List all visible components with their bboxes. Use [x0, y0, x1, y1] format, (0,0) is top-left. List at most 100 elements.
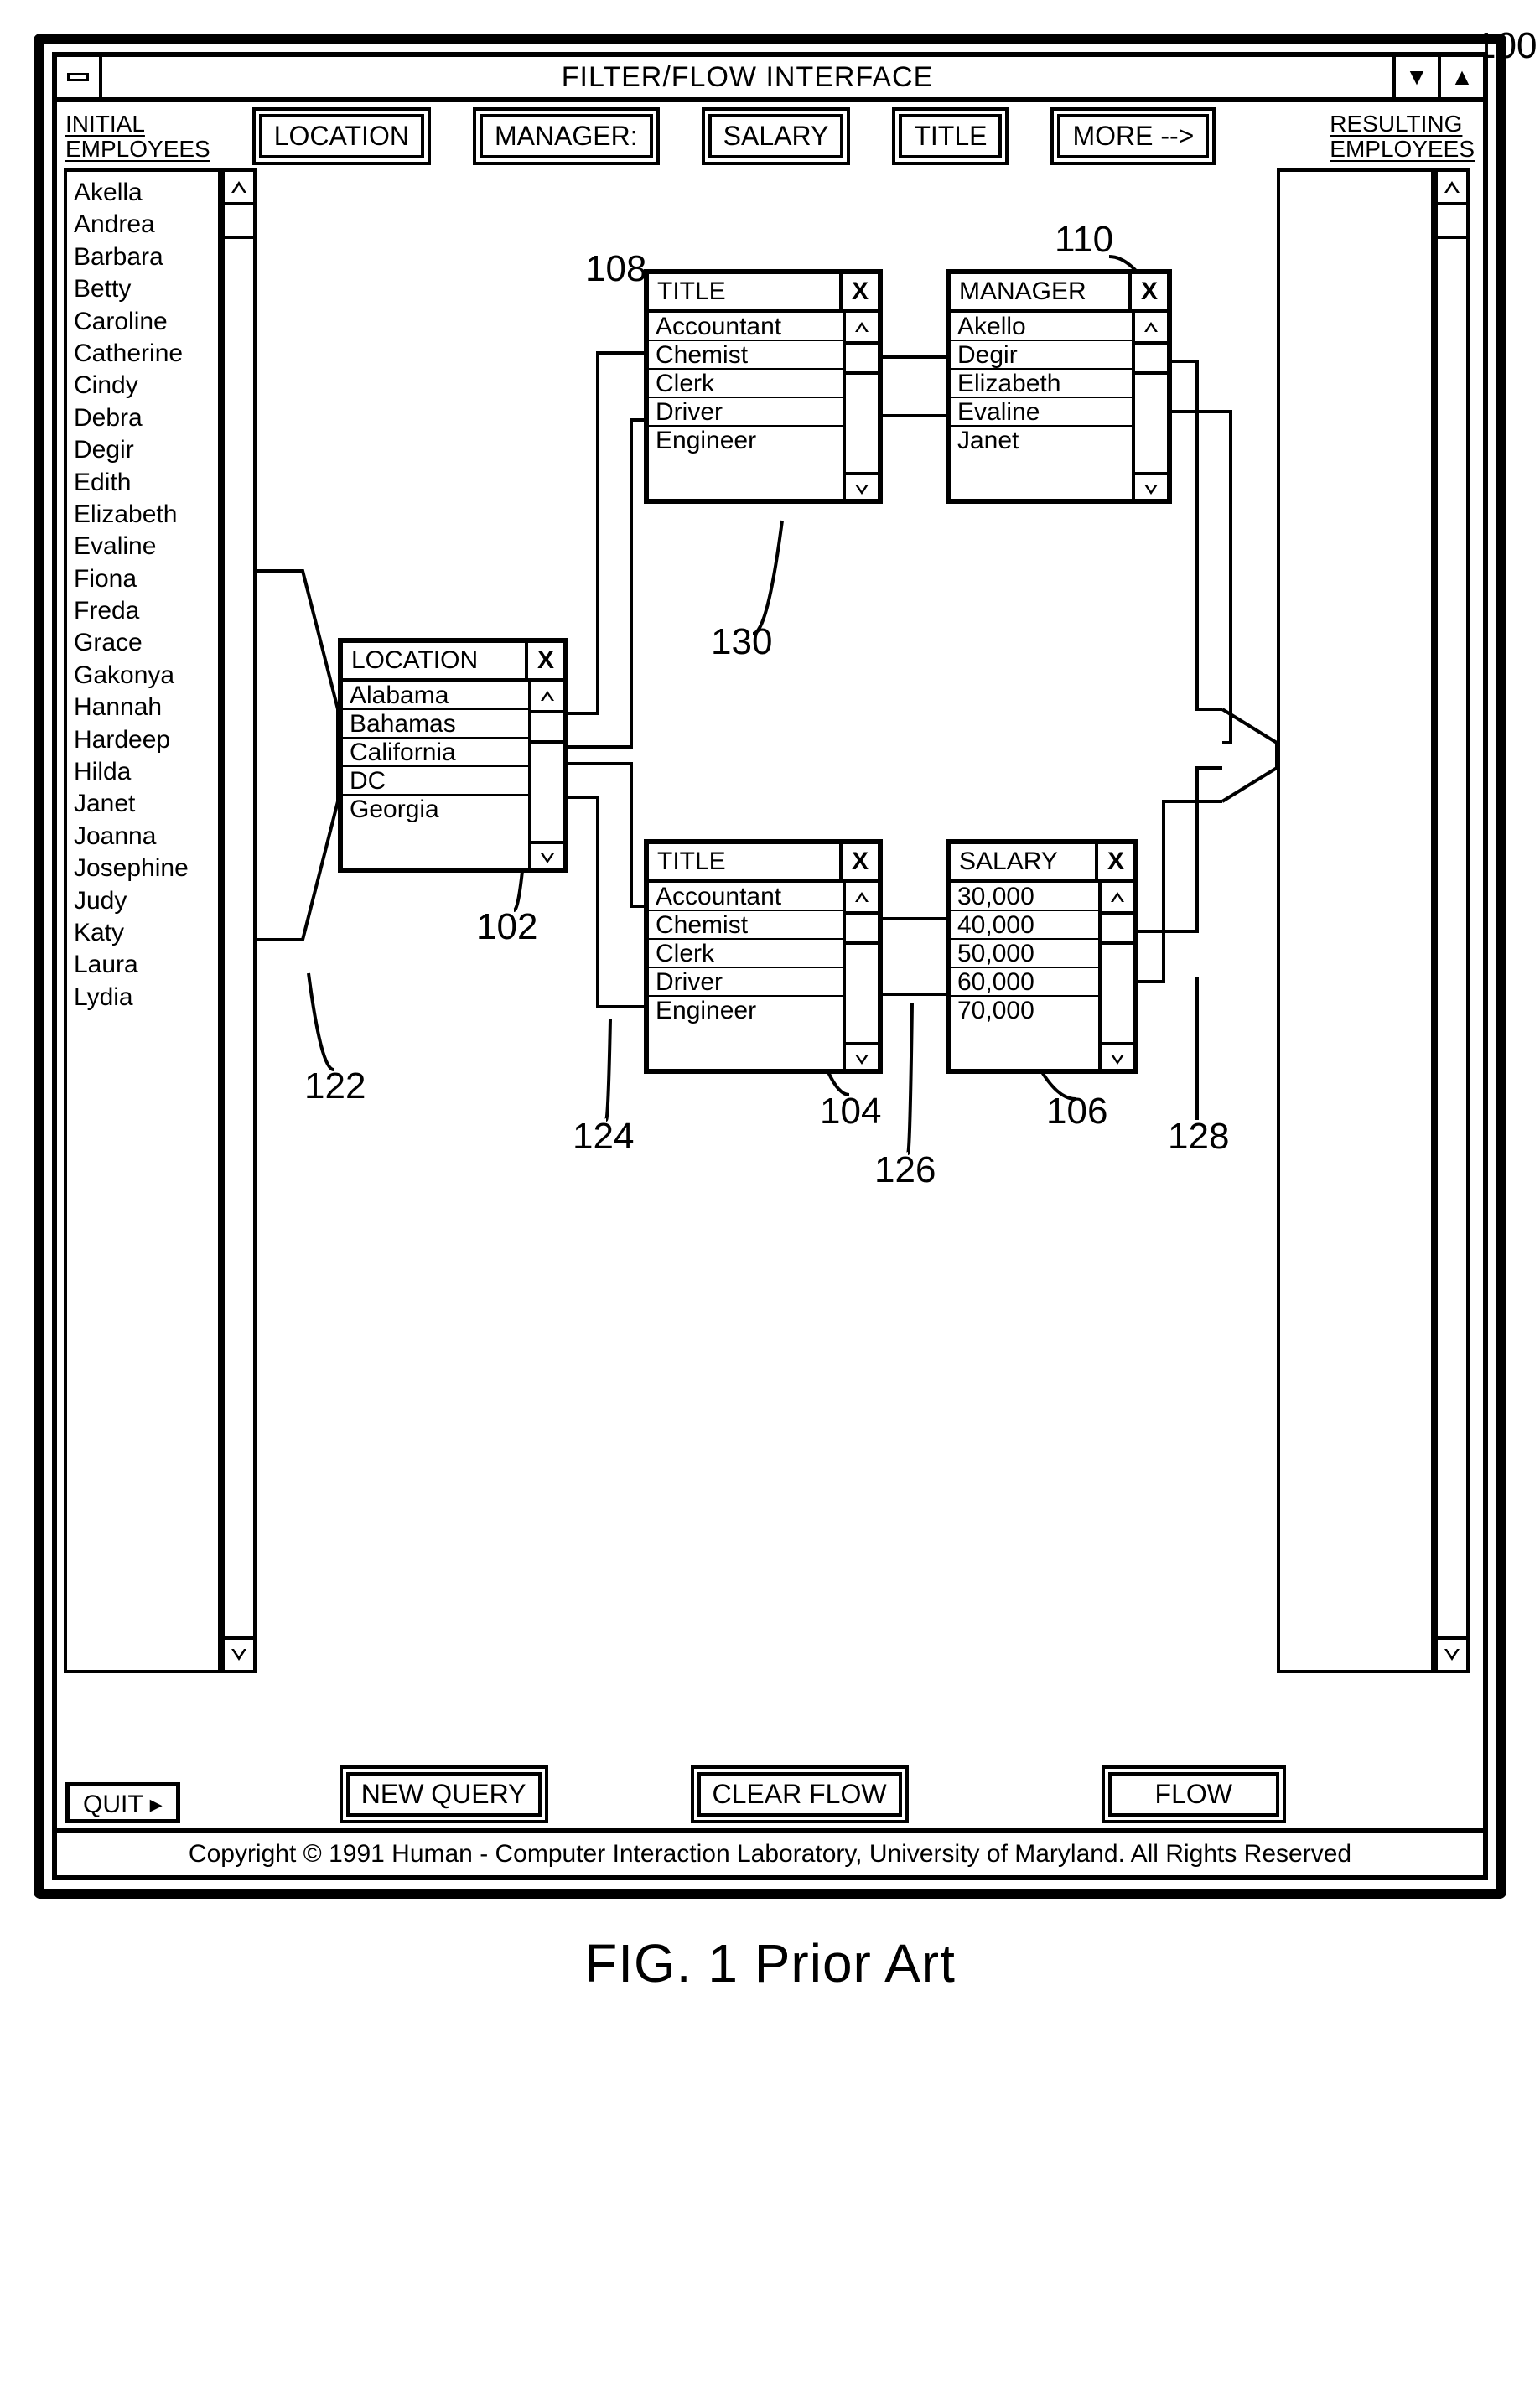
quit-button[interactable]: QUIT ▸	[65, 1782, 180, 1823]
filter-listbox[interactable]: AkelloDegirElizabethEvalineJanet	[951, 313, 1132, 504]
scroll-track[interactable]	[1438, 205, 1466, 1636]
filter-scrollbar[interactable]	[843, 883, 878, 1074]
scroll-thumb[interactable]	[225, 205, 253, 239]
employee-item[interactable]: Evaline	[74, 531, 211, 562]
scroll-thumb[interactable]	[1135, 345, 1167, 375]
employee-item[interactable]: Josephine	[74, 853, 211, 884]
scroll-thumb[interactable]	[1102, 915, 1133, 945]
filter-option[interactable]: Janet	[951, 425, 1132, 454]
employee-item[interactable]: Joanna	[74, 821, 211, 853]
scroll-up-icon[interactable]	[531, 682, 563, 713]
filter-option[interactable]: Akello	[951, 313, 1132, 340]
scroll-down-icon[interactable]	[1438, 1636, 1466, 1670]
scroll-thumb[interactable]	[846, 345, 878, 375]
employee-item[interactable]: Grace	[74, 627, 211, 659]
employee-item[interactable]: Debra	[74, 402, 211, 434]
location-button[interactable]: LOCATION	[252, 107, 431, 165]
scroll-down-icon[interactable]	[846, 472, 878, 504]
filter-option[interactable]: Alabama	[343, 682, 528, 708]
scroll-down-icon[interactable]	[1135, 472, 1167, 504]
filter-option[interactable]: Driver	[649, 397, 843, 425]
filter-option[interactable]: 50,000	[951, 938, 1098, 967]
employee-item[interactable]: Degir	[74, 434, 211, 466]
scroll-track[interactable]	[1102, 915, 1133, 1042]
filter-scrollbar[interactable]	[528, 682, 563, 873]
close-icon[interactable]: X	[528, 643, 563, 678]
employee-item[interactable]: Hilda	[74, 756, 211, 788]
employee-item[interactable]: Katy	[74, 917, 211, 949]
filter-scrollbar[interactable]	[1132, 313, 1167, 504]
employee-item[interactable]: Janet	[74, 788, 211, 820]
scroll-up-icon[interactable]	[1102, 883, 1133, 915]
scroll-thumb[interactable]	[1438, 205, 1466, 239]
scroll-track[interactable]	[531, 713, 563, 841]
employee-item[interactable]: Freda	[74, 595, 211, 627]
employee-item[interactable]: Elizabeth	[74, 499, 211, 531]
flow-button[interactable]: FLOW	[1102, 1765, 1286, 1823]
resulting-scrollbar[interactable]	[1434, 168, 1470, 1673]
employee-item[interactable]: Judy	[74, 885, 211, 917]
filter-option[interactable]: Engineer	[649, 995, 843, 1024]
filter-listbox[interactable]: AccountantChemistClerkDriverEngineer	[649, 313, 843, 504]
scroll-thumb[interactable]	[531, 713, 563, 744]
arrow-down-button[interactable]: ▼	[1396, 57, 1438, 97]
employee-item[interactable]: Laura	[74, 949, 211, 981]
employee-item[interactable]: Hannah	[74, 692, 211, 723]
scroll-down-icon[interactable]	[1102, 1042, 1133, 1074]
filter-option[interactable]: 30,000	[951, 883, 1098, 910]
more-button[interactable]: MORE -->	[1050, 107, 1216, 165]
title-button[interactable]: TITLE	[892, 107, 1009, 165]
employee-item[interactable]: Andrea	[74, 209, 211, 241]
filter-option[interactable]: Bahamas	[343, 708, 528, 737]
filter-option[interactable]: Chemist	[649, 340, 843, 368]
scroll-down-icon[interactable]	[531, 841, 563, 873]
employees-listbox[interactable]: AkellaAndreaBarbaraBettyCarolineCatherin…	[64, 168, 221, 1673]
close-icon[interactable]: X	[1132, 274, 1167, 309]
employee-item[interactable]: Catherine	[74, 338, 211, 370]
close-icon[interactable]: X	[1098, 844, 1133, 879]
scroll-up-icon[interactable]	[1438, 172, 1466, 205]
scroll-up-icon[interactable]	[1135, 313, 1167, 345]
filter-option[interactable]: Georgia	[343, 794, 528, 822]
scroll-track[interactable]	[225, 205, 253, 1636]
employee-item[interactable]: Caroline	[74, 306, 211, 338]
scroll-track[interactable]	[1135, 345, 1167, 472]
close-icon[interactable]: X	[843, 844, 878, 879]
manager-button[interactable]: MANAGER:	[473, 107, 660, 165]
filter-option[interactable]: Degir	[951, 340, 1132, 368]
scroll-thumb[interactable]	[846, 915, 878, 945]
clear-flow-button[interactable]: CLEAR FLOW	[691, 1765, 909, 1823]
scroll-up-icon[interactable]	[846, 883, 878, 915]
filter-listbox[interactable]: AlabamaBahamasCaliforniaDCGeorgia	[343, 682, 528, 873]
filter-option[interactable]: Accountant	[649, 313, 843, 340]
filter-option[interactable]: Elizabeth	[951, 368, 1132, 397]
filter-option[interactable]: Engineer	[649, 425, 843, 454]
filter-scrollbar[interactable]	[1098, 883, 1133, 1074]
scroll-down-icon[interactable]	[846, 1042, 878, 1074]
filter-option[interactable]: Clerk	[649, 938, 843, 967]
employee-item[interactable]: Fiona	[74, 563, 211, 595]
filter-option[interactable]: Clerk	[649, 368, 843, 397]
filter-listbox[interactable]: AccountantChemistClerkDriverEngineer	[649, 883, 843, 1074]
resulting-listbox[interactable]	[1277, 168, 1434, 1673]
filter-option[interactable]: Chemist	[649, 910, 843, 938]
employee-item[interactable]: Betty	[74, 273, 211, 305]
filter-scrollbar[interactable]	[843, 313, 878, 504]
filter-option[interactable]: 70,000	[951, 995, 1098, 1024]
scroll-track[interactable]	[846, 345, 878, 472]
filter-option[interactable]: Driver	[649, 967, 843, 995]
scroll-down-icon[interactable]	[225, 1636, 253, 1670]
employee-item[interactable]: Lydia	[74, 982, 211, 1013]
initial-scrollbar[interactable]	[221, 168, 257, 1673]
new-query-button[interactable]: NEW QUERY	[340, 1765, 548, 1823]
scroll-up-icon[interactable]	[225, 172, 253, 205]
close-icon[interactable]: X	[843, 274, 878, 309]
scroll-track[interactable]	[846, 915, 878, 1042]
scroll-up-icon[interactable]	[846, 313, 878, 345]
filter-option[interactable]: 60,000	[951, 967, 1098, 995]
salary-button[interactable]: SALARY	[702, 107, 851, 165]
employee-item[interactable]: Edith	[74, 467, 211, 499]
employee-item[interactable]: Barbara	[74, 241, 211, 273]
arrow-up-button[interactable]: ▲	[1438, 57, 1483, 97]
employee-item[interactable]: Akella	[74, 177, 211, 209]
